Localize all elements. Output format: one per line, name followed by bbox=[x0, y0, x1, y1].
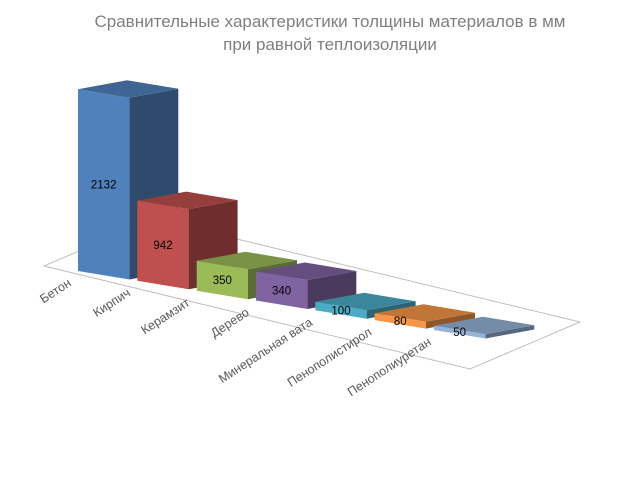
bar-top bbox=[315, 292, 416, 311]
value-label: 2132 bbox=[91, 179, 117, 191]
bar-5: 100 bbox=[315, 292, 416, 319]
bar-top bbox=[137, 191, 238, 210]
bar-7: 50 bbox=[434, 316, 535, 339]
value-label: 350 bbox=[213, 275, 232, 287]
value-label: 50 bbox=[453, 327, 466, 339]
value-label: 100 bbox=[331, 305, 350, 317]
bar-front bbox=[196, 260, 248, 300]
value-label: 340 bbox=[272, 285, 291, 297]
category-label: Кирпич bbox=[91, 286, 133, 320]
bar-top bbox=[78, 80, 179, 98]
category-label: Бетон bbox=[37, 276, 73, 306]
bar-side bbox=[426, 312, 475, 329]
bar-top bbox=[374, 304, 475, 322]
bar-front bbox=[434, 325, 486, 339]
chart-title-line-1: Сравнительные характеристики толщины мат… bbox=[95, 12, 566, 31]
bar-front bbox=[78, 89, 130, 280]
bar-6: 80 bbox=[374, 304, 475, 329]
bar-front bbox=[137, 200, 189, 290]
value-label: 942 bbox=[153, 240, 172, 252]
chart-bars: 2132 942 350 340 100 80 50 bbox=[78, 80, 535, 339]
bar-top bbox=[434, 316, 535, 335]
bar-front bbox=[374, 313, 426, 329]
bar-top bbox=[256, 262, 357, 280]
category-label: Керамзит bbox=[139, 295, 193, 337]
value-label: 80 bbox=[394, 316, 407, 328]
bar-side bbox=[485, 325, 535, 339]
bar-top bbox=[196, 251, 297, 270]
chart-title-line-2: при равной теплоизоляции bbox=[223, 35, 437, 54]
bar-front bbox=[256, 271, 308, 309]
bar-front bbox=[315, 301, 367, 319]
